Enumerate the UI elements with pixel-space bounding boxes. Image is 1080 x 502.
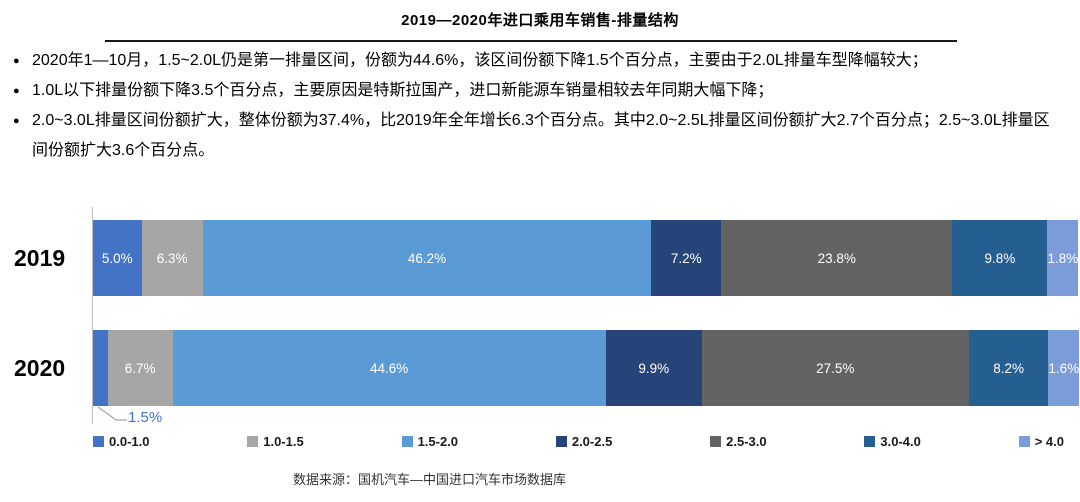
- legend-label: 3.0-4.0: [880, 434, 921, 449]
- legend-item: 3.0-4.0: [864, 434, 921, 449]
- legend-item: 2.0-2.5: [555, 434, 613, 449]
- legend-label: 1.0-1.5: [263, 434, 304, 449]
- bar-segment-label: 5.0%: [101, 250, 133, 266]
- category-label: 2020: [14, 355, 66, 381]
- legend-label: 2.0-2.5: [571, 434, 613, 449]
- bullet-item: 2.0~3.0L排量区间份额扩大，整体份额为37.4%，比2019年全年增长6.…: [13, 106, 1063, 166]
- legend-item: 0.0-1.0: [93, 434, 149, 449]
- bar-segment-label: 6.3%: [156, 250, 188, 266]
- bar-segment-label: 44.6%: [370, 360, 409, 376]
- bar-segment: 1.8%: [1047, 220, 1079, 296]
- page-title: 2019—2020年进口乘用车销售-排量结构: [401, 12, 679, 29]
- bullet-item: 1.0L以下排量份额下降3.5个百分点，主要原因是特斯拉国产，进口新能源车销量相…: [13, 76, 1063, 106]
- bar-segment-label: 1.6%: [1048, 360, 1080, 376]
- data-source: 数据来源：国机汽车—中国进口汽车市场数据库: [293, 472, 567, 487]
- bar-segment: 8.2%: [968, 330, 1049, 406]
- bar-segment: 27.5%: [701, 330, 969, 406]
- bar-segment-label: 9.9%: [638, 360, 670, 376]
- chart-legend: 0.0-1.0 1.0-1.5 1.5-2.0 2.0-2.5 2.5-3.0 3.0-4…: [93, 434, 1064, 449]
- bar-segment-label: 7.2%: [670, 250, 702, 266]
- legend-marker: [1018, 436, 1030, 447]
- legend-item: 1.5-2.0: [401, 434, 459, 449]
- bar-segment: 1.6%: [1048, 330, 1080, 406]
- bar-segment: [93, 330, 108, 406]
- legend-label: 2.5-3.0: [726, 434, 767, 449]
- summary-bullets: 2020年1—10月，1.5~2.0L仍是第一排量区间，份额为44.6%，该区间…: [13, 46, 1063, 166]
- bar-segment: 6.7%: [107, 330, 173, 406]
- bar-segment: 44.6%: [172, 330, 606, 406]
- legend-label: 0.0-1.0: [109, 434, 150, 449]
- legend-marker: [93, 436, 104, 447]
- bar-plot-area: 5.0% 6.3% 46.2% 7.2% 23.8% 9.8% 1.8% 6.7% 44.6% 9…: [93, 220, 1080, 406]
- legend-marker: [247, 436, 259, 447]
- bar-segment: 5.0%: [93, 220, 142, 296]
- legend-item: > 4.0: [1018, 434, 1064, 449]
- legend-marker: [401, 436, 413, 447]
- legend-label: > 4.0: [1034, 434, 1064, 449]
- y-axis-line: [92, 207, 93, 424]
- bar-segment-label: 46.2%: [407, 250, 447, 266]
- bar-segment-label: 9.8%: [984, 250, 1016, 266]
- legend-item: 2.5-3.0: [710, 434, 767, 449]
- legend-item: 1.0-1.5: [247, 434, 304, 449]
- bar-segment: 9.8%: [952, 220, 1048, 296]
- bar-segment-label: 23.8%: [817, 250, 856, 266]
- bar-segment: 9.9%: [605, 330, 702, 406]
- legend-label: 1.5-2.0: [417, 434, 459, 449]
- bar-row-2020: 6.7% 44.6% 9.9% 27.5% 8.2% 1.6%: [93, 330, 1080, 406]
- callout-label: 1.5%: [128, 409, 163, 426]
- bar-segment-label: 6.7%: [124, 360, 156, 376]
- bar-segment: 23.8%: [721, 220, 953, 296]
- legend-marker: [864, 436, 876, 447]
- legend-marker: [710, 436, 722, 447]
- bullet-item: 2020年1—10月，1.5~2.0L仍是第一排量区间，份额为44.6%，该区间…: [13, 46, 1063, 76]
- bar-row-2019: 5.0% 6.3% 46.2% 7.2% 23.8% 9.8% 1.8%: [93, 220, 1079, 296]
- bar-segment: 7.2%: [651, 220, 722, 296]
- bar-segment-label: 1.8%: [1047, 250, 1079, 266]
- legend-marker: [555, 436, 567, 447]
- bar-segment: 6.3%: [141, 220, 203, 296]
- bar-segment-label: 27.5%: [816, 360, 855, 376]
- bar-segment-label: 8.2%: [993, 360, 1024, 376]
- callout-leader-line: [97, 406, 127, 421]
- bar-segment: 46.2%: [202, 220, 652, 296]
- title-divider: [105, 40, 957, 42]
- category-label: 2019: [14, 245, 66, 271]
